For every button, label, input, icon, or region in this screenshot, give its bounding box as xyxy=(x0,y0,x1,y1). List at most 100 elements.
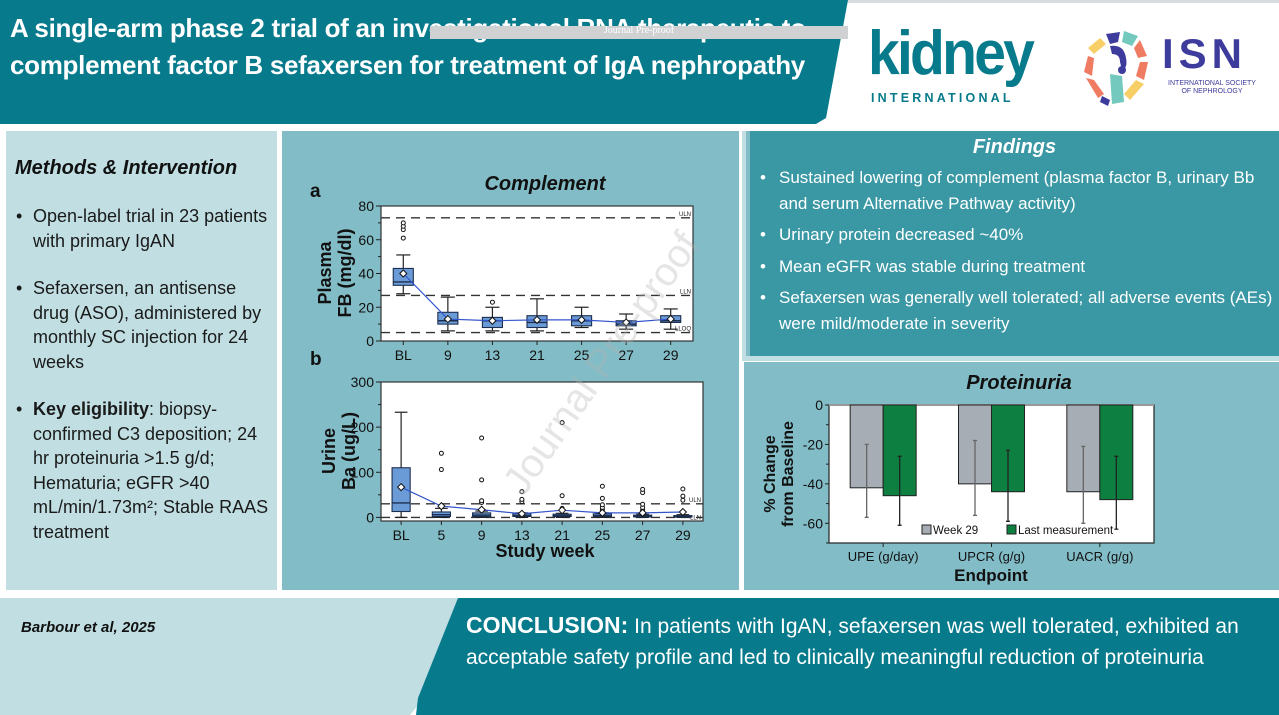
x-tick-label: BL xyxy=(393,527,410,543)
y-tick-label: 80 xyxy=(358,198,374,214)
chart-title: Proteinuria xyxy=(966,372,1072,394)
complement-charts: Complement a b 0 20 40 60 80 ULN LLN LLOQ BL 9 13 21 25… xyxy=(310,173,709,561)
y-tick-label: 0 xyxy=(366,509,374,525)
legend-label: Week 29 xyxy=(933,525,978,537)
mean-marker xyxy=(577,315,586,325)
x-tick-label: BL xyxy=(395,347,412,363)
reference-line-label: LLN xyxy=(680,289,691,295)
methods-panel: Methods & Intervention Open-label trial … xyxy=(6,131,277,590)
methods-title: Methods & Intervention xyxy=(15,157,238,179)
mean-marker xyxy=(532,315,542,325)
x-tick-label: 29 xyxy=(663,347,679,363)
methods-item: Open-label trial in 23 patients with pri… xyxy=(16,204,274,253)
outlier-point xyxy=(479,435,485,441)
proteinuria-chart: Proteinuria 0 -20 -40 -60 UPE (g/day) UPCR (g/… xyxy=(762,372,1155,585)
preproof-banner: Journal Pre-proof xyxy=(430,25,848,39)
methods-item: Sefaxersen, an antisense drug (ASO), adm… xyxy=(16,276,274,374)
methods-list: Open-label trial in 23 patients with pri… xyxy=(16,204,274,567)
y-tick-label: 0 xyxy=(366,333,374,349)
outlier-point xyxy=(599,495,605,501)
outlier-point xyxy=(640,486,646,492)
outlier-point xyxy=(599,483,605,489)
y-tick-label: 0 xyxy=(815,397,823,413)
outlier-point xyxy=(479,477,485,483)
legend-swatch-last-measurement xyxy=(1006,524,1017,535)
findings-panel: Findings Sustained lowering of complemen… xyxy=(746,131,1279,356)
x-tick-label: 13 xyxy=(485,347,501,363)
mean-marker xyxy=(443,314,453,324)
outlier-point xyxy=(599,502,605,508)
header-banner xyxy=(0,0,848,124)
y-axis-label-line: % Change xyxy=(762,435,779,512)
kidney-logo-subtitle: INTERNATIONAL xyxy=(871,91,1014,105)
boxplot-a: 0 20 40 60 80 ULN LLN LLOQ BL 9 13 21 25 27 29 xyxy=(358,198,694,363)
reference-line-label: LLN xyxy=(690,515,701,521)
x-tick-label: 25 xyxy=(595,527,611,543)
reference-line-label: LLOQ xyxy=(675,327,691,333)
mean-marker xyxy=(598,508,607,518)
mean-marker xyxy=(666,314,675,324)
x-tick-label: UPE (g/day) xyxy=(848,549,919,564)
methods-item-text: Open-label trial in 23 patients with pri… xyxy=(33,206,268,251)
y-axis-label: Urine Ba (ug/L) xyxy=(319,412,359,490)
outlier-point xyxy=(559,493,565,499)
y-tick-label: 100 xyxy=(351,464,375,480)
legend: Week 29 Last measurement xyxy=(921,524,1114,537)
legend-label: Last measurement xyxy=(1018,525,1114,537)
y-tick-label: 200 xyxy=(351,419,375,435)
findings-item: Mean eGFR was stable during treatment xyxy=(760,254,1279,280)
outlier-point xyxy=(400,220,406,226)
citation-panel xyxy=(0,598,460,715)
outlier-point xyxy=(400,235,406,241)
x-tick-label: 13 xyxy=(514,527,530,543)
outlier-point xyxy=(479,498,485,504)
findings-item: Sustained lowering of complement (plasma… xyxy=(760,165,1279,216)
y-tick-label: 20 xyxy=(358,299,374,315)
outlier-point xyxy=(559,420,565,426)
x-axis-label: Study week xyxy=(495,541,595,561)
mean-marker xyxy=(517,509,527,518)
outlier-point xyxy=(519,496,525,502)
findings-item: Sefaxersen was generally well tolerated;… xyxy=(760,285,1279,336)
mean-marker xyxy=(557,505,567,515)
isn-logo-subtitle: INTERNATIONAL SOCIETY OF NEPHROLOGY xyxy=(1168,80,1256,95)
mean-marker xyxy=(488,316,497,325)
outlier-point xyxy=(438,450,444,456)
x-tick-label: 9 xyxy=(478,527,486,543)
mean-marker xyxy=(396,482,406,492)
methods-item: Key eligibility: biopsy-confirmed C3 dep… xyxy=(16,397,274,544)
y-tick-label: 40 xyxy=(358,266,374,282)
mean-marker xyxy=(437,501,446,511)
y-axis-label-line: Ba (ug/L) xyxy=(339,412,359,490)
panel-label: b xyxy=(310,349,322,370)
footer-separator xyxy=(0,593,1279,596)
x-tick-label: 21 xyxy=(554,527,570,543)
y-tick-label: -60 xyxy=(803,515,823,531)
isn-logo-word: ISN xyxy=(1162,30,1248,77)
conclusion-body: In patients with IgAN, sefaxersen was we… xyxy=(466,615,1239,669)
proteinuria-panel: Proteinuria 0 -20 -40 -60 UPE (g/day) UPCR (g/… xyxy=(744,362,1279,590)
y-axis-label: % Change from Baseline xyxy=(762,421,797,527)
reference-line-label: ULN xyxy=(679,212,691,218)
isn-emblem-icon xyxy=(1084,31,1148,106)
y-tick-label: 60 xyxy=(358,232,374,248)
mean-trend-line xyxy=(400,486,683,515)
mean-marker xyxy=(678,507,688,517)
outlier-point xyxy=(640,501,646,507)
mean-marker xyxy=(638,508,647,518)
x-axis-label: Endpoint xyxy=(954,566,1028,585)
preproof-label: Journal Pre-proof xyxy=(603,25,675,36)
x-tick-label: 25 xyxy=(574,347,590,363)
methods-item-text: : biopsy-confirmed C3 deposition; 24 hr … xyxy=(33,399,269,542)
complement-panel: Complement a b 0 20 40 60 80 ULN LLN LLOQ BL 9 13 21 25… xyxy=(282,131,739,590)
panel-label: a xyxy=(310,181,321,202)
y-tick-label: -40 xyxy=(803,476,823,492)
page-title: A single-arm phase 2 trial of an investi… xyxy=(10,13,806,80)
x-tick-label: 9 xyxy=(444,347,452,363)
plot-area xyxy=(380,381,704,522)
x-tick-label: 27 xyxy=(635,527,651,543)
isn-logo: ISN INTERNATIONAL SOCIETY OF NEPHROLOGY xyxy=(1080,28,1270,108)
findings-list: Sustained lowering of complement (plasma… xyxy=(760,165,1279,336)
legend-swatch-week29 xyxy=(921,524,932,535)
y-tick-label: -20 xyxy=(803,436,823,452)
